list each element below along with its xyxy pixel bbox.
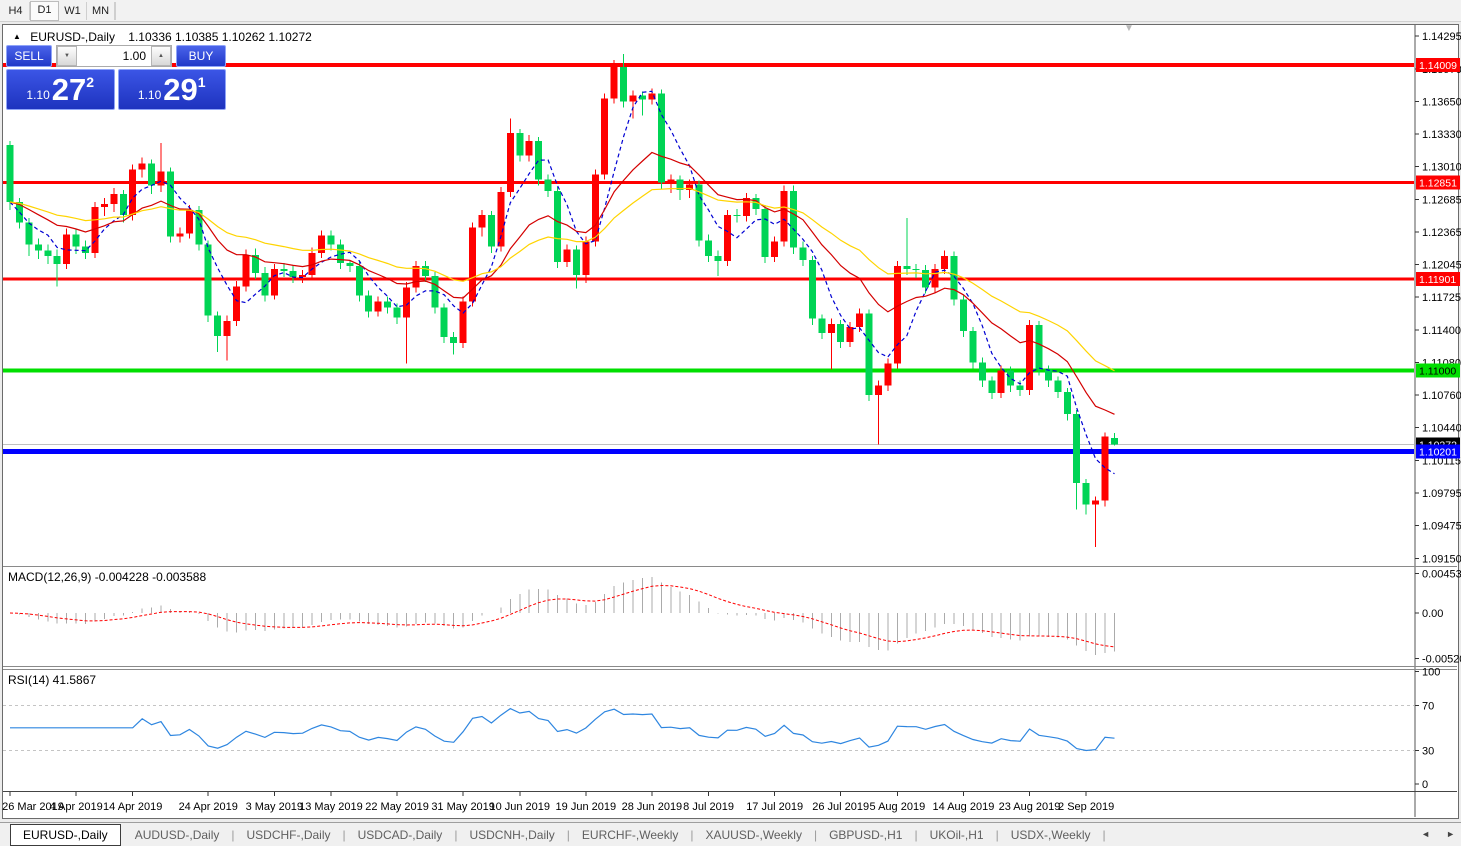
sell-price-big-digits: 27 — [51, 72, 87, 107]
rsi-indicator-label: RSI(14) 41.5867 — [8, 673, 97, 687]
tab-separator: | — [231, 827, 235, 842]
tab-gbpusd-h1[interactable]: GBPUSD-,H1 — [829, 827, 903, 842]
buy-price-big-digits: 29 — [163, 72, 198, 107]
sell-price-pip-digit: 2 — [86, 74, 95, 90]
buy-price-pip-digit: 1 — [197, 74, 206, 90]
tab-separator: | — [342, 827, 346, 842]
buy-price-box[interactable]: 1.10 29 1 — [117, 69, 226, 110]
chart-window — [2, 24, 1459, 819]
tab-usdx-weekly[interactable]: USDX-,Weekly — [1010, 827, 1091, 842]
tab-ukoil-h1[interactable]: UKOil-,H1 — [929, 827, 984, 842]
tab-usdchf-daily[interactable]: USDCHF-,Daily — [246, 827, 331, 842]
chart-symbol-label: EURUSD-,Daily — [30, 30, 115, 44]
tab-usdcnh-daily[interactable]: USDCNH-,Daily — [469, 827, 555, 842]
tab-scroll-right-icon[interactable]: ► — [1446, 829, 1455, 839]
symbol-tab-bar: EURUSD-,Daily AUDUSD-,Daily | USDCHF-,Da… — [0, 822, 1461, 846]
timeframe-toolbar: H4 D1 W1 MN — [0, 0, 1461, 22]
timeframe-w1-button[interactable]: W1 — [59, 1, 87, 20]
chart-title: ▲ EURUSD-,Daily 1.10336 1.10385 1.10262 … — [13, 30, 312, 44]
volume-decrease-button[interactable]: ▼ — [57, 46, 77, 66]
tab-separator: | — [690, 827, 694, 842]
tab-separator: | — [813, 827, 818, 842]
tab-usdcad-daily[interactable]: USDCAD-,Daily — [357, 827, 443, 842]
sell-price-prefix: 1.10 — [26, 88, 50, 102]
one-click-panel-toggle-icon[interactable]: ▲ — [13, 32, 21, 41]
timeframe-mn-button[interactable]: MN — [87, 1, 115, 20]
sell-button[interactable]: SELL — [6, 45, 52, 67]
tab-separator: | — [566, 827, 570, 842]
volume-increase-button[interactable]: ▲ — [151, 46, 171, 66]
one-click-trading-panel: SELL ▼ ▲ BUY 1.10 27 2 1.10 29 1 — [6, 45, 226, 110]
timeframe-d1-button[interactable]: D1 — [30, 0, 59, 21]
buy-price-prefix: 1.10 — [137, 88, 162, 102]
sell-price-box[interactable]: 1.10 27 2 — [6, 69, 115, 110]
timeframe-h4-button[interactable]: H4 — [2, 1, 30, 20]
tab-eurchf-weekly[interactable]: EURCHF-,Weekly — [581, 827, 679, 842]
tab-xauusd-weekly[interactable]: XAUUSD-,Weekly — [705, 827, 802, 842]
buy-button[interactable]: BUY — [176, 45, 226, 67]
tab-eurusd-daily[interactable]: EURUSD-,Daily — [10, 823, 121, 846]
tab-scroll-left-icon[interactable]: ◄ — [1421, 829, 1431, 839]
tab-separator: | — [1102, 827, 1106, 842]
tab-separator: | — [454, 827, 458, 842]
tab-separator: | — [914, 827, 918, 842]
chart-ohlc-values: 1.10336 1.10385 1.10262 1.10272 — [128, 30, 312, 44]
chart-shift-marker-icon[interactable]: ▼ — [1124, 23, 1134, 34]
tab-separator: | — [995, 827, 999, 842]
macd-indicator-label: MACD(12,26,9) -0.004228 -0.003588 — [8, 570, 207, 584]
volume-spinner: ▼ ▲ — [56, 45, 172, 67]
volume-input[interactable] — [77, 46, 151, 66]
tab-audusd-daily[interactable]: AUDUSD-,Daily — [134, 827, 220, 842]
toolbar-empty-area — [115, 1, 1461, 20]
